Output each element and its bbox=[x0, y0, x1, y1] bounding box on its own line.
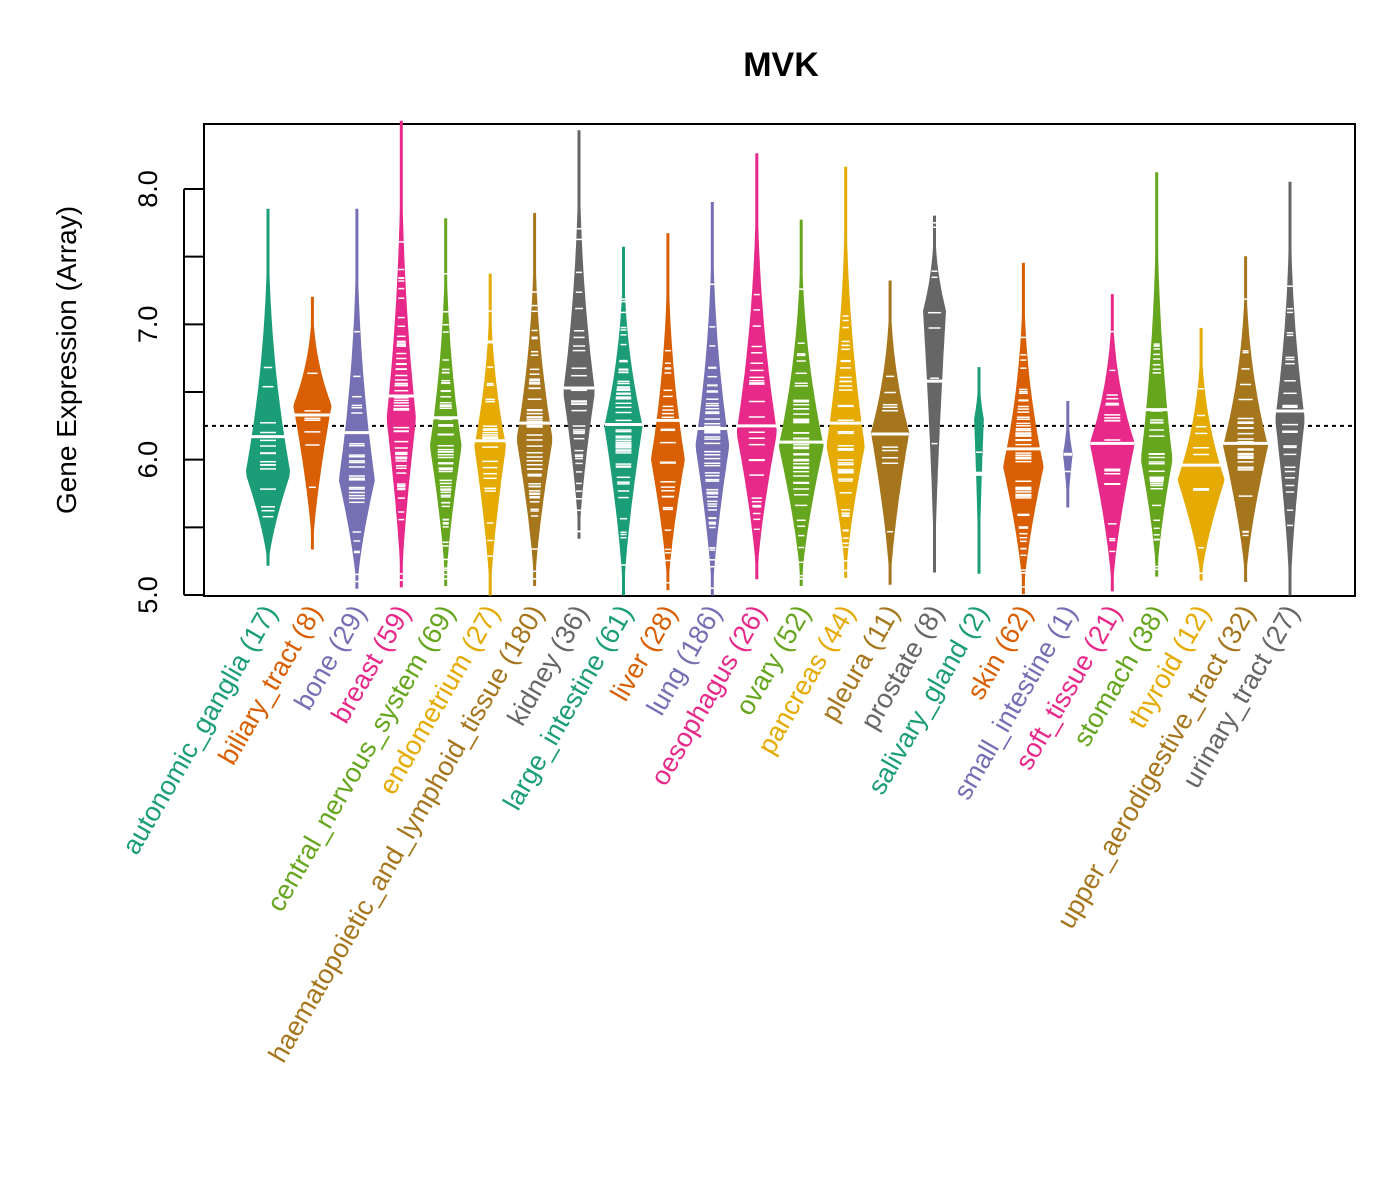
violin-body bbox=[922, 215, 947, 573]
violin-breast bbox=[386, 120, 416, 588]
violin-liver bbox=[650, 233, 685, 591]
violin-thyroid bbox=[1177, 327, 1225, 581]
violin-upper-aerodigestive-tract bbox=[1223, 256, 1269, 582]
violin-ovary bbox=[778, 219, 824, 586]
y-axis: 5.0 6.0 7.0 8.0 bbox=[133, 170, 204, 614]
violin-bone bbox=[338, 208, 375, 589]
chart-title: MVK bbox=[743, 46, 819, 84]
violin-oesophagus bbox=[736, 153, 777, 580]
violin-autonomic-ganglia bbox=[245, 208, 291, 566]
violin-body bbox=[1275, 181, 1305, 596]
violin-soft-tissue bbox=[1089, 294, 1135, 592]
plot-frame bbox=[203, 123, 1356, 597]
violin-prostate bbox=[922, 215, 947, 573]
violin-stomach bbox=[1141, 172, 1173, 577]
violin-small-intestine bbox=[1062, 401, 1073, 508]
violin-pleura bbox=[870, 280, 910, 585]
y-tick-label: 5.0 bbox=[133, 576, 163, 614]
violin-central-nervous-system bbox=[429, 218, 462, 586]
violin-body bbox=[293, 296, 332, 550]
y-tick-label: 6.0 bbox=[133, 441, 163, 479]
violin-body bbox=[974, 367, 984, 574]
violin-body bbox=[736, 153, 777, 580]
violin-large-intestine bbox=[604, 246, 643, 596]
violin-body bbox=[563, 130, 595, 539]
violin-body bbox=[826, 166, 865, 578]
violin-body bbox=[650, 233, 685, 591]
violin-kidney bbox=[563, 130, 595, 539]
y-tick-label: 8.0 bbox=[133, 170, 163, 208]
violin-haematopoietic-and-lymphoid-tissue bbox=[516, 212, 553, 586]
violin-urinary-tract bbox=[1275, 181, 1305, 596]
violin-salivary-gland bbox=[974, 367, 984, 574]
violin-skin bbox=[1003, 262, 1044, 595]
y-tick-label: 7.0 bbox=[133, 306, 163, 344]
violin-endometrium bbox=[474, 273, 506, 596]
violin-body bbox=[338, 208, 375, 589]
violin-pancreas bbox=[826, 166, 865, 578]
violin-lung bbox=[695, 202, 730, 596]
violin-body bbox=[778, 219, 824, 586]
violin-body bbox=[1141, 172, 1173, 577]
violin-biliary-tract bbox=[293, 296, 332, 550]
violins bbox=[245, 120, 1305, 596]
x-axis-labels: autonomic_ganglia (17)biliary_tract (8)b… bbox=[116, 600, 1305, 1067]
y-axis-label: Gene Expression (Array) bbox=[51, 206, 82, 514]
